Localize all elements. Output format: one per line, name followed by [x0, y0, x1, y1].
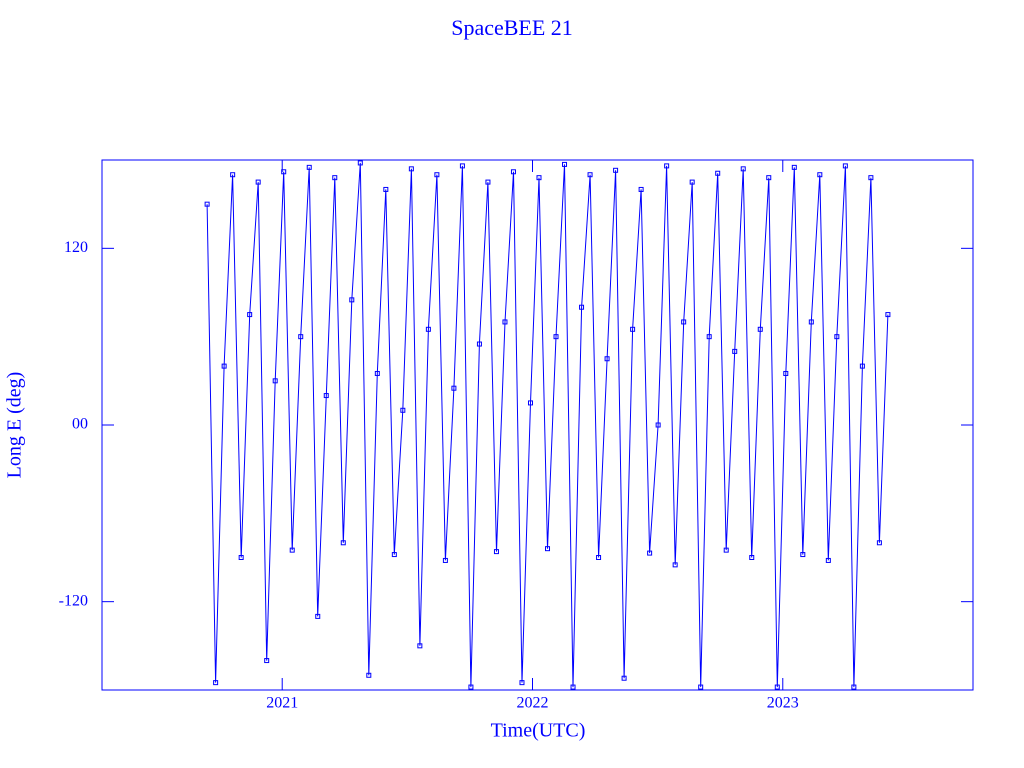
- data-point: [366, 672, 372, 678]
- y-axis-label: Long E (deg): [4, 372, 26, 479]
- chart-title: SpaceBEE 21: [451, 15, 573, 40]
- data-point: [757, 326, 763, 332]
- data-point: [885, 312, 891, 318]
- data-point: [383, 186, 389, 192]
- x-tick-label: 2021: [266, 695, 298, 712]
- data-point: [613, 167, 619, 173]
- data-point: [527, 400, 533, 406]
- data-point: [230, 172, 236, 178]
- data-point: [374, 370, 380, 376]
- data-point: [672, 562, 678, 568]
- data-point: [723, 547, 729, 553]
- x-tick-label: 2022: [516, 695, 548, 712]
- data-point: [587, 172, 593, 178]
- data-point: [213, 680, 219, 686]
- data-point: [706, 334, 712, 340]
- data-point: [459, 163, 465, 169]
- data-point: [315, 613, 321, 619]
- x-axis-label: Time(UTC): [491, 720, 586, 742]
- data-point: [562, 161, 568, 167]
- data-point: [264, 658, 270, 664]
- data-point: [842, 163, 848, 169]
- data-point: [434, 172, 440, 178]
- data-point: [766, 175, 772, 181]
- data-point: [519, 680, 525, 686]
- data-point: [630, 326, 636, 332]
- data-point: [689, 179, 695, 185]
- data-point: [740, 166, 746, 172]
- data-point: [485, 179, 491, 185]
- plot-frame: [101, 159, 974, 691]
- data-point: [272, 378, 278, 384]
- data-point: [579, 304, 585, 310]
- data-point: [417, 643, 423, 649]
- y-tick-label: 00: [72, 416, 88, 433]
- data-point: [408, 166, 414, 172]
- data-point: [553, 334, 559, 340]
- data-point: [715, 170, 721, 176]
- data-point: [281, 169, 287, 175]
- data-point: [834, 334, 840, 340]
- data-point: [851, 684, 857, 690]
- data-point: [664, 163, 670, 169]
- data-point: [349, 297, 355, 303]
- data-point: [400, 407, 406, 413]
- data-point: [468, 684, 474, 690]
- data-point: [306, 164, 312, 170]
- data-point: [808, 319, 814, 325]
- data-line: [206, 162, 889, 688]
- data-point: [681, 319, 687, 325]
- data-point: [638, 186, 644, 192]
- data-point: [749, 555, 755, 560]
- data-point: [340, 540, 346, 546]
- data-point: [868, 175, 874, 181]
- data-point: [510, 169, 516, 175]
- data-point: [255, 179, 261, 185]
- data-point: [476, 341, 482, 347]
- data-point: [357, 160, 363, 166]
- data-point: [502, 319, 508, 325]
- data-point: [621, 675, 627, 681]
- data-point: [545, 546, 551, 552]
- data-point: [238, 555, 244, 560]
- data-point: [298, 334, 304, 340]
- data-point: [876, 540, 882, 546]
- data-point: [655, 422, 661, 428]
- data-point: [332, 175, 338, 181]
- data-point: [323, 393, 329, 399]
- data-point: [442, 557, 448, 563]
- data-point: [698, 684, 704, 690]
- data-point: [451, 385, 457, 391]
- data-point: [570, 684, 576, 690]
- data-point: [800, 552, 806, 558]
- data-point: [221, 363, 227, 369]
- x-tick-label: 2023: [767, 695, 799, 712]
- data-point: [647, 550, 653, 556]
- data-point: [536, 175, 542, 181]
- y-tick-label: 120: [64, 239, 88, 256]
- data-point: [825, 557, 831, 563]
- data-point: [791, 164, 797, 170]
- data-point: [774, 684, 780, 690]
- data-point: [596, 555, 602, 560]
- data-point: [859, 363, 865, 369]
- data-point: [425, 326, 431, 332]
- data-point: [604, 356, 610, 362]
- data-point: [391, 552, 397, 558]
- data-point: [204, 201, 210, 207]
- data-point: [493, 549, 499, 555]
- data-point: [783, 370, 789, 376]
- y-tick-label: -120: [59, 592, 88, 609]
- data-point: [289, 547, 295, 553]
- data-point: [817, 172, 823, 178]
- data-point: [732, 348, 738, 354]
- data-point: [247, 312, 253, 318]
